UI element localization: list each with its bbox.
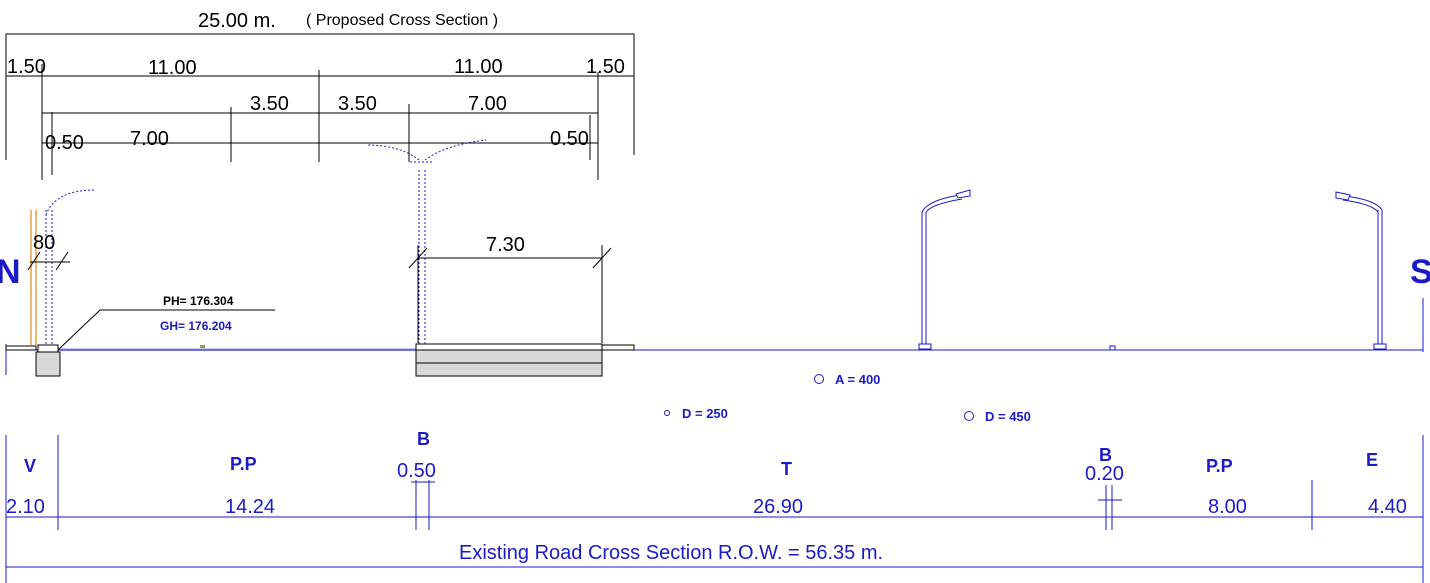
proposed-total-width: 25.00 m.	[198, 10, 276, 32]
gh-label: GH= 176.204	[160, 319, 232, 333]
left-pole-foundation	[35, 351, 61, 377]
median-pole-arm-right	[424, 139, 487, 161]
existing-label-b1: B	[417, 429, 430, 449]
elevation-leader	[57, 309, 275, 351]
proposed-r2-b: 3.50	[338, 93, 377, 115]
south-label: S	[1410, 253, 1430, 291]
proposed-r3-b: 7.00	[130, 128, 169, 150]
proposed-r1-d: 1.50	[586, 56, 625, 78]
left-pole-arm	[45, 189, 96, 216]
proposed-r1-a: 1.50	[7, 56, 46, 78]
dim-80-label: 80	[33, 232, 55, 254]
right-sidewalk	[597, 344, 635, 351]
pipe-a400-symbol	[814, 374, 824, 384]
dim-80-tick-b	[55, 251, 69, 271]
pipe-a400-label: A = 400	[835, 372, 880, 387]
existing-row-title: Existing Road Cross Section R.O.W. = 56.…	[459, 542, 883, 564]
existing-value-pp1: 14.24	[225, 496, 275, 518]
existing-label-pp2: P.P	[1206, 456, 1233, 476]
existing-label-t: T	[781, 459, 792, 479]
proposed-cross-section: 25.00 m. ( Proposed Cross Section ) 1.50…	[5, 10, 635, 180]
existing-cross-section: V P.P B T B P.P E 2.10 14.24 0.50 26.90 …	[5, 429, 1424, 583]
existing-value-v: 2.10	[6, 496, 45, 518]
proposed-r1-b: 11.00	[148, 57, 197, 79]
dim-730-tick-b	[592, 247, 612, 269]
proposed-r3-c: 0.50	[550, 128, 589, 150]
north-label: N	[0, 253, 21, 291]
existing-label-v: V	[24, 456, 36, 476]
dim-730-tick-a	[408, 247, 428, 269]
proposed-title: ( Proposed Cross Section )	[306, 12, 498, 29]
street-lamp-1	[918, 189, 971, 350]
existing-value-e: 4.40	[1368, 496, 1407, 518]
street-lamp-2	[1335, 191, 1387, 350]
left-pavement	[60, 348, 416, 351]
ph-label: PH= 176.304	[163, 294, 234, 308]
dim-80-tick-a	[27, 251, 41, 271]
proposed-r2-c: 7.00	[468, 93, 507, 115]
utilities: A = 400 D = 250 D = 450	[664, 372, 1031, 424]
curb-marker	[1109, 345, 1116, 351]
survey-marker	[200, 345, 205, 348]
left-sidewalk	[5, 345, 37, 351]
pipe-d450-symbol	[964, 411, 974, 421]
existing-label-pp1: P.P	[230, 454, 257, 474]
median-curb	[415, 343, 603, 351]
proposed-r2-a: 3.50	[250, 93, 289, 115]
existing-label-e: E	[1366, 450, 1378, 470]
existing-value-b1: 0.50	[397, 460, 436, 482]
left-pole-base	[37, 344, 59, 353]
existing-value-t: 26.90	[753, 496, 803, 518]
site-section: N S 80 PH= 176.304 GH= 176.204	[0, 139, 1430, 377]
proposed-r1-c: 11.00	[454, 56, 503, 78]
pipe-d450-label: D = 450	[985, 409, 1031, 424]
median-pole-arm-left	[365, 144, 420, 161]
existing-label-b2: B	[1099, 445, 1112, 465]
pipe-d250-label: D = 250	[682, 406, 728, 421]
existing-value-pp2: 8.00	[1208, 496, 1247, 518]
pipe-d250-symbol	[664, 410, 670, 416]
existing-value-b2: 0.20	[1085, 463, 1124, 485]
dim-730-label: 7.30	[486, 234, 525, 256]
proposed-r3-a: 0.50	[45, 132, 84, 154]
